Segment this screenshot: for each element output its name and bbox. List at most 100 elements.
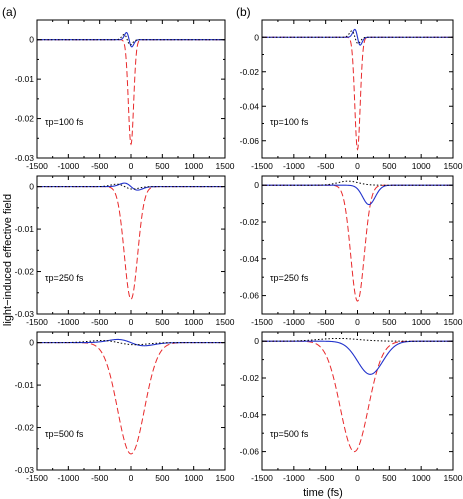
x-tick-label: 500 [155, 317, 169, 327]
x-tick-label: -1500 [251, 161, 273, 171]
x-tick-label: 1500 [444, 161, 463, 171]
x-tick-label: -500 [91, 161, 108, 171]
x-tick-label: 1500 [444, 317, 463, 327]
x-tick-label: 500 [155, 473, 169, 483]
x-tick-label: -1500 [251, 473, 273, 483]
y-tick-label: -0.02 [240, 373, 260, 383]
x-tick-label: -500 [317, 161, 334, 171]
series-line-dotted [37, 183, 225, 190]
panel-b-top: -1500 -1000 -500 0 500 1000 1500 0 -0.02 -0.04 -0.… [240, 19, 463, 171]
x-axis-label: time (fs) [303, 487, 343, 499]
panel-a-mid: -1500 -1000 -500 0 500 1000 1500 0 -0.01 -0.02 -0.… [15, 175, 235, 327]
x-tick-label: -1500 [251, 317, 273, 327]
y-tick-label: -0.06 [240, 447, 260, 457]
y-tick-label: -0.02 [15, 423, 35, 433]
series-line-solid [37, 338, 225, 347]
x-tick-label: -1000 [283, 161, 305, 171]
y-tick-label: -0.01 [15, 74, 35, 84]
plot-frame [36, 175, 226, 315]
x-tick-label: 1000 [184, 161, 203, 171]
x-tick-label: 1000 [412, 473, 431, 483]
x-tick-label: -500 [317, 473, 334, 483]
y-tick-label: -0.02 [240, 217, 260, 227]
panel-b-bot: -1500 -1000 -500 0 500 1000 1500 0 -0.02 -0.04 -0.… [240, 331, 463, 483]
series-line-dotted [262, 337, 453, 342]
series-line-dotted [262, 30, 453, 45]
panel-a-top: -1500 -1000 -500 0 500 1000 1500 0 -0.01 -0.02 -0.… [15, 19, 235, 171]
x-tick-label: 1000 [412, 317, 431, 327]
panel-b-mid: -1500 -1000 -500 0 500 1000 1500 0 -0.02 -0.04 -0.… [240, 175, 463, 327]
x-tick-label: -1500 [26, 317, 48, 327]
x-tick-label: 1500 [216, 317, 235, 327]
column-label-a: (a) [2, 5, 17, 19]
y-tick-label: -0.02 [240, 67, 260, 77]
pulse-duration-annotation: τp=100 fs [45, 117, 84, 127]
column-label-b: (b) [236, 5, 251, 19]
y-tick-label: -0.04 [240, 410, 260, 420]
y-tick-label: 0 [29, 182, 34, 192]
series-line-dashed [37, 39, 225, 146]
x-tick-label: -1000 [57, 473, 79, 483]
y-tick-label: -0.04 [240, 101, 260, 111]
pulse-duration-annotation: τp=500 fs [270, 429, 309, 439]
plot-frame [36, 331, 226, 471]
y-tick-label: 0 [29, 338, 34, 348]
panel-a-bot: -1500 -1000 -500 0 500 1000 1500 0 -0.01 -0.02 -0.… [15, 331, 235, 483]
x-tick-label: 1000 [412, 161, 431, 171]
x-tick-label: 0 [355, 473, 360, 483]
y-tick-label: -0.04 [240, 254, 260, 264]
series-line-dotted [262, 180, 453, 186]
y-tick-label: -0.03 [15, 153, 35, 163]
y-tick-label: 0 [254, 336, 259, 346]
x-tick-label: 0 [355, 161, 360, 171]
plot-frame [261, 19, 454, 159]
x-tick-label: 1500 [444, 473, 463, 483]
y-tick-label: 0 [254, 180, 259, 190]
x-tick-label: -500 [91, 473, 108, 483]
x-tick-label: 0 [129, 317, 134, 327]
series-line-dotted [37, 34, 225, 46]
y-tick-label: -0.03 [15, 465, 35, 475]
x-tick-label: 500 [382, 473, 396, 483]
x-tick-label: 1500 [216, 161, 235, 171]
x-tick-label: 500 [382, 317, 396, 327]
x-tick-label: -1000 [283, 317, 305, 327]
x-tick-label: 500 [382, 161, 396, 171]
y-tick-label: -0.01 [15, 380, 35, 390]
y-tick-label: -0.02 [15, 267, 35, 277]
x-tick-label: -1000 [283, 473, 305, 483]
x-tick-label: 500 [155, 161, 169, 171]
x-tick-label: -500 [317, 317, 334, 327]
x-tick-label: -1000 [57, 317, 79, 327]
pulse-duration-annotation: τp=250 fs [270, 273, 309, 283]
series-line-solid [37, 32, 225, 48]
series-line-solid [262, 184, 453, 206]
pulse-duration-annotation: τp=500 fs [45, 429, 84, 439]
pulse-duration-annotation: τp=100 fs [270, 117, 309, 127]
plot-frame [261, 175, 454, 315]
y-tick-label: -0.06 [240, 136, 260, 146]
x-tick-label: -500 [91, 317, 108, 327]
x-tick-label: 1000 [184, 473, 203, 483]
x-tick-label: 0 [129, 473, 134, 483]
y-tick-label: -0.02 [15, 114, 35, 124]
x-tick-label: -1000 [57, 161, 79, 171]
x-tick-label: 0 [355, 317, 360, 327]
y-tick-label: -0.01 [15, 224, 35, 234]
x-tick-label: 0 [129, 161, 134, 171]
pulse-duration-annotation: τp=250 fs [45, 273, 84, 283]
x-tick-label: 1000 [184, 317, 203, 327]
y-tick-label: 0 [29, 35, 34, 45]
plot-frame [36, 19, 226, 159]
series-line-dashed [262, 36, 453, 151]
y-axis-label: light−induced effective field [2, 194, 14, 326]
x-tick-label: -1500 [26, 161, 48, 171]
y-tick-label: 0 [254, 32, 259, 42]
x-tick-label: -1500 [26, 473, 48, 483]
panels: -1500 -1000 -500 0 500 1000 1500 0 -0.01 -0.02 -0.… [15, 19, 463, 483]
series-line-dashed [262, 184, 453, 302]
y-tick-label: -0.03 [15, 309, 35, 319]
x-tick-label: 1500 [216, 473, 235, 483]
series-line-solid [262, 340, 453, 375]
